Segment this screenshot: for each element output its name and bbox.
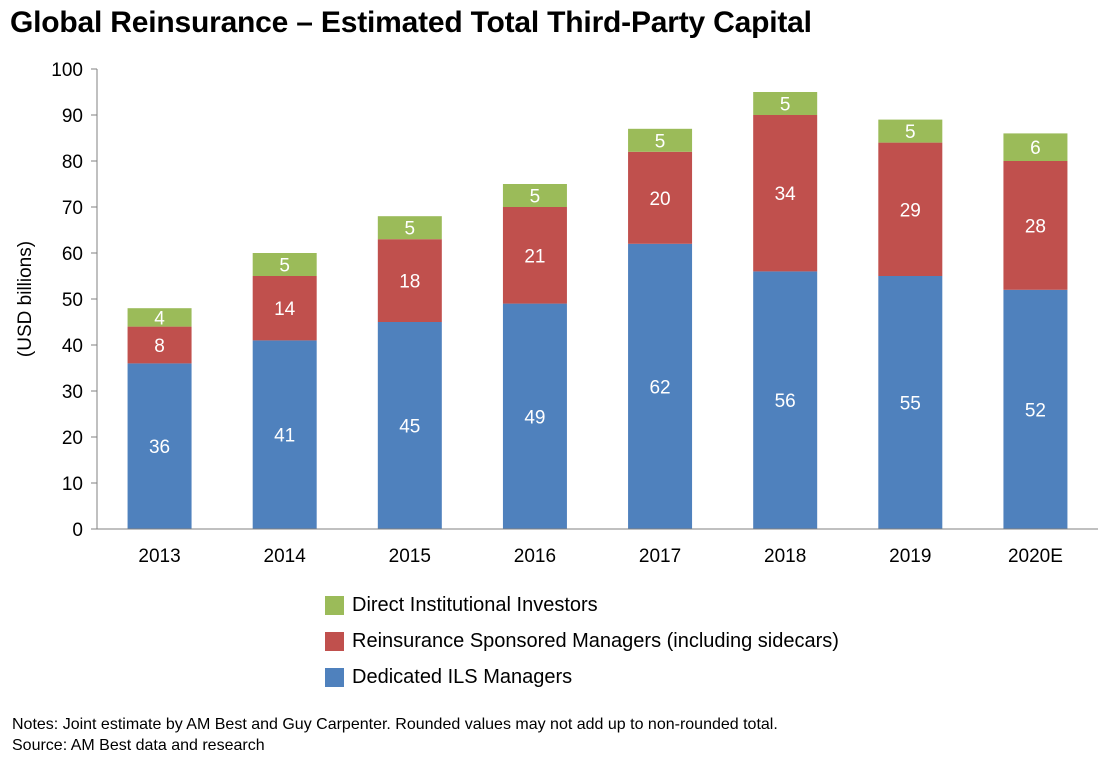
data-label: 36 [149, 437, 170, 458]
data-label: 49 [524, 407, 545, 428]
bar-segment [628, 151, 693, 244]
data-label: 45 [399, 417, 420, 438]
data-label: 29 [900, 200, 921, 221]
data-label: 56 [775, 391, 796, 412]
y-tick-label: 10 [62, 474, 83, 495]
data-label: 28 [1025, 216, 1046, 237]
bar-segment [502, 184, 567, 207]
data-label: 21 [524, 246, 545, 267]
y-tick-label: 50 [62, 290, 83, 311]
bar-segment [878, 276, 943, 529]
y-tick-label: 90 [62, 106, 83, 127]
legend-swatch-icon [325, 631, 344, 651]
legend-swatch-icon [325, 595, 344, 615]
y-tick-label: 0 [72, 520, 83, 541]
source-text: Source: AM Best data and research [12, 737, 265, 754]
bar-segment [878, 119, 943, 143]
bar-segment [377, 239, 442, 322]
legend-label: Dedicated ILS Managers [352, 665, 573, 688]
data-label: 52 [1025, 400, 1046, 421]
data-label: 6 [1030, 138, 1041, 159]
notes-text: Notes: Joint estimate by AM Best and Guy… [12, 716, 778, 733]
chart-title: Global Reinsurance – Estimated Total Thi… [10, 6, 812, 39]
bar-segment [628, 128, 693, 152]
bar-segment [753, 92, 818, 115]
data-label: 34 [775, 184, 797, 205]
bar-segment [628, 243, 693, 530]
y-tick-label: 80 [62, 152, 83, 173]
x-tick-label: 2016 [514, 546, 556, 567]
bar-segment [127, 308, 192, 327]
bar-segment [252, 276, 317, 341]
data-label: 8 [154, 336, 165, 357]
data-label: 5 [905, 122, 916, 143]
legend-item-dedicated-ils-managers: Dedicated ILS Managers [325, 659, 839, 695]
x-tick-label: 2020E [1008, 546, 1063, 567]
data-label: 5 [780, 95, 791, 116]
data-label: 5 [530, 187, 541, 208]
legend-item-direct-institutional-investors: Direct Institutional Investors [325, 587, 839, 623]
x-tick-label: 2013 [138, 546, 180, 567]
x-tick-label: 2014 [264, 546, 307, 567]
x-tick-label: 2015 [389, 546, 431, 567]
legend-swatch-icon [325, 667, 344, 687]
legend-item-reinsurance-sponsored-managers: Reinsurance Sponsored Managers (includin… [325, 623, 839, 659]
y-tick-label: 70 [62, 198, 83, 219]
bar-segment [878, 142, 943, 276]
data-label: 4 [154, 308, 165, 329]
data-label: 20 [649, 189, 670, 210]
bar-segment [252, 340, 317, 529]
y-tick-label: 20 [62, 428, 83, 449]
bar-segment [377, 322, 442, 529]
data-label: 5 [655, 131, 666, 152]
bar-segment [502, 207, 567, 304]
y-axis-title: (USD billions) [15, 241, 36, 357]
y-tick-label: 30 [62, 382, 83, 403]
bar-segment [377, 216, 442, 240]
data-label: 18 [399, 272, 420, 293]
y-tick-label: 60 [62, 244, 83, 265]
data-label: 14 [274, 299, 296, 320]
x-tick-label: 2017 [639, 546, 681, 567]
chart-notes: Notes: Joint estimate by AM Best and Guy… [12, 714, 778, 756]
bar-segment [1003, 161, 1068, 290]
data-label: 5 [405, 219, 416, 240]
bar-segment [753, 115, 818, 272]
y-tick-label: 40 [62, 336, 83, 357]
bar-segment [502, 303, 567, 529]
legend: Direct Institutional Investors Reinsuran… [325, 587, 839, 695]
bar-segment [753, 271, 818, 529]
chart-plot: 0 10 20 30 40 50 60 70 80 90 100 36 8 4 2013 41 14 5 2014 4… [15, 60, 1098, 567]
legend-label: Direct Institutional Investors [352, 593, 598, 616]
bar-segment [127, 326, 192, 364]
data-label: 62 [649, 377, 670, 398]
bar-segment [252, 253, 317, 276]
data-label: 41 [274, 426, 295, 447]
x-tick-label: 2018 [764, 546, 806, 567]
bar-segment [1003, 133, 1068, 161]
data-label: 55 [900, 394, 921, 415]
bar-segment [127, 363, 192, 529]
data-label: 5 [279, 256, 290, 277]
x-tick-label: 2019 [889, 546, 931, 567]
bar-segment [1003, 289, 1068, 529]
legend-label: Reinsurance Sponsored Managers (includin… [352, 629, 839, 652]
y-tick-label: 100 [51, 60, 83, 81]
